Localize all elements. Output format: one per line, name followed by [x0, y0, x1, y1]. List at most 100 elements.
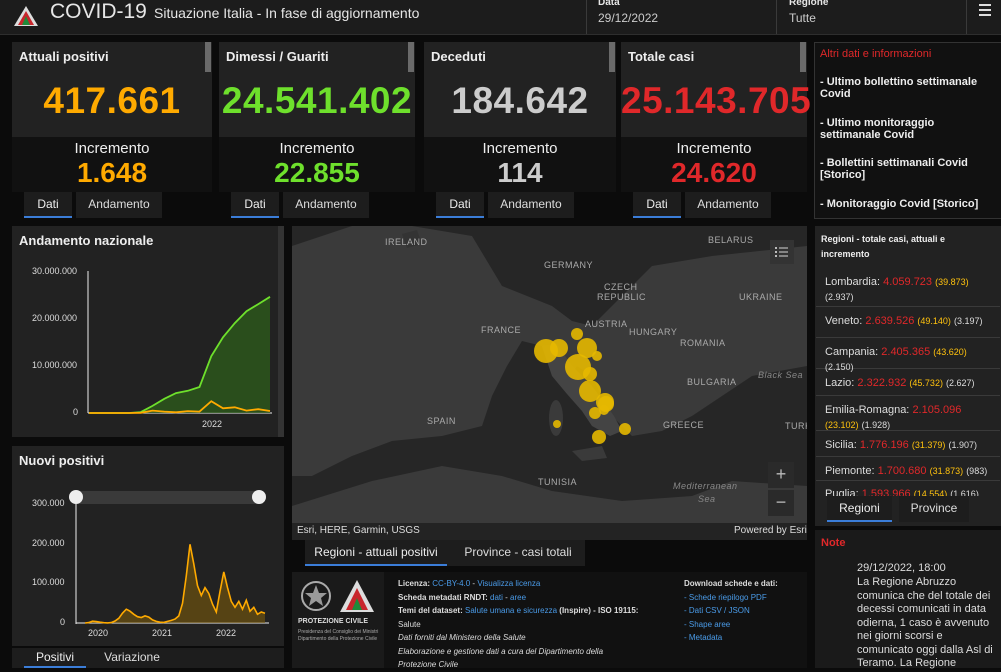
region-bubble: [583, 367, 597, 381]
andamento-panel: Andamento nazionale 30.000.000 20.000.00…: [12, 226, 284, 437]
tab-dati[interactable]: Dati: [633, 192, 681, 218]
tab-positivi[interactable]: Positivi: [24, 648, 86, 668]
series-area: [89, 296, 270, 413]
region-increment: (2.627): [946, 378, 975, 388]
region-total: 2.639.526: [865, 315, 915, 327]
map-label: BELARUS: [708, 235, 754, 245]
map-label: GREECE: [663, 420, 705, 430]
footer: PROTEZIONE CIVILE Presidenza del Consigl…: [292, 572, 807, 669]
tab-province-casi-totali[interactable]: Province - casi totali: [453, 540, 583, 566]
tab-andamento[interactable]: Andamento: [685, 192, 771, 218]
link-ultimo-monitoraggio[interactable]: - Ultimo monitoraggio settimanale Covid: [820, 117, 935, 141]
app-title: COVID-19: [50, 0, 147, 23]
range-handle-left[interactable]: [69, 490, 83, 504]
temi-link[interactable]: Salute umana e sicurezza: [465, 606, 558, 615]
shape-aree-link[interactable]: - Shape aree: [684, 619, 731, 629]
rndt-dati-link[interactable]: dati: [490, 592, 503, 602]
rndt-aree-link[interactable]: aree: [510, 592, 527, 602]
region-name: Emilia-Romagna:: [825, 404, 910, 416]
region-name: Sicilia:: [825, 439, 857, 451]
map-label: ROMANIA: [680, 338, 726, 348]
y-tick: 200.000: [32, 538, 65, 548]
range-slider[interactable]: [77, 491, 263, 504]
map-label: GERMANY: [544, 260, 594, 270]
region-row[interactable]: Lazio: 2.322.932 (45.732) (2.627): [816, 369, 1000, 396]
date-value[interactable]: 29/12/2022: [598, 11, 659, 25]
tab-province[interactable]: Province: [899, 496, 969, 522]
schede-pdf-link[interactable]: - Schede riepilogo PDF: [684, 592, 767, 602]
note-title: Note: [821, 537, 846, 549]
region-name: Lombardia:: [825, 276, 881, 288]
region-bubble: [579, 380, 601, 402]
region-name: Veneto:: [825, 315, 863, 327]
map-attribution-bar: Esri, HERE, Garmin, USGS Powered by Esri: [292, 523, 807, 540]
footer-meta: Licenza: CC-BY-4.0 - Visualizza licenza …: [398, 579, 639, 669]
top-bar: COVID-19 Situazione Italia - In fase di …: [0, 0, 1001, 35]
x-tick: 2020: [88, 628, 109, 638]
emblem-icon: [301, 581, 331, 611]
tab-regioni[interactable]: Regioni: [827, 496, 892, 522]
region-select[interactable]: Tutte: [789, 11, 816, 25]
map-label: Black Sea: [758, 370, 804, 380]
kpi-increment-value: 22.855: [274, 157, 360, 188]
region-current: (14.554): [913, 489, 948, 499]
license-link[interactable]: CC-BY-4.0: [432, 579, 471, 588]
protezione-civile-logo-icon: [14, 6, 38, 26]
tab-dati[interactable]: Dati: [436, 192, 484, 218]
region-current: (31.873): [929, 466, 964, 476]
x-tick: 2021: [152, 628, 173, 638]
map-view[interactable]: IRELAND GERMANY BELARUS CZECH REPUBLIC U…: [292, 226, 807, 540]
kpi-increment-value: 114: [497, 157, 543, 188]
tab-andamento[interactable]: Andamento: [76, 192, 162, 218]
note-text: La Regione Abruzzo comunica che del tota…: [857, 576, 993, 669]
tab-regioni-attuali-positivi[interactable]: Regioni - attuali positivi: [305, 540, 447, 566]
nuovi-tabs: Positivi Variazione: [12, 648, 284, 668]
region-row[interactable]: Emilia-Romagna: 2.105.096 (23.102) (1.92…: [816, 396, 1000, 431]
nuovi-chart: [75, 504, 269, 624]
zoom-out-button[interactable]: −: [768, 490, 794, 516]
app-subtitle: Situazione Italia - In fase di aggiornam…: [154, 5, 420, 21]
kpi-title: Dimessi / Guariti: [226, 49, 329, 64]
region-row[interactable]: Piemonte: 1.700.680 (31.873) (983): [816, 457, 1000, 481]
note-panel: Note 29/12/2022, 18:00 La Regione Abruzz…: [815, 530, 1001, 669]
kpi-title: Attuali positivi: [19, 49, 109, 64]
kpi-panel: Dimessi / Guariti 24.541.402 Incremento …: [219, 42, 415, 192]
region-name: Campania:: [825, 346, 879, 358]
region-increment: (2.937): [825, 292, 854, 302]
region-bubble: [592, 351, 602, 361]
protezione-triangle-icon: [340, 580, 374, 612]
region-row[interactable]: Veneto: 2.639.526 (49.140) (3.197): [816, 307, 1000, 338]
region-row[interactable]: Sicilia: 1.776.196 (31.379) (1.907): [816, 431, 1000, 457]
visualizza-licenza-link[interactable]: Visualizza licenza: [477, 579, 541, 588]
region-bubble: [592, 430, 606, 444]
andamento-title: Andamento nazionale: [19, 233, 154, 248]
nuovi-title: Nuovi positivi: [19, 453, 105, 468]
link-monitoraggio-storico[interactable]: - Monitoraggio Covid [Storico]: [820, 198, 979, 210]
tab-dati[interactable]: Dati: [24, 192, 72, 218]
metadata-link[interactable]: - Metadata: [684, 633, 723, 642]
region-current: (31.379): [911, 440, 946, 450]
series-line: [89, 400, 271, 414]
logo-text: PROTEZIONE CIVILE: [298, 618, 369, 625]
region-row[interactable]: Lombardia: 4.059.723 (39.873) (2.937): [816, 268, 1000, 307]
zoom-in-button[interactable]: +: [768, 462, 794, 488]
y-tick: 30.000.000: [32, 266, 78, 276]
menu-icon[interactable]: [968, 0, 1001, 34]
powered-by-esri[interactable]: Powered by Esri: [734, 525, 807, 536]
region-bubble: [589, 407, 601, 419]
link-bollettini-storico[interactable]: - Bollettini settimanali Covid [Storico]: [820, 157, 968, 181]
range-handle-right[interactable]: [252, 490, 266, 504]
tab-dati[interactable]: Dati: [231, 192, 279, 218]
region-row[interactable]: Campania: 2.405.365 (43.620) (2.150): [816, 338, 1000, 372]
tab-andamento[interactable]: Andamento: [283, 192, 369, 218]
map-label: AUSTRIA: [585, 319, 628, 329]
series-area: [85, 544, 265, 623]
region-total: 4.059.723: [883, 276, 933, 288]
dati-csv-json-link[interactable]: - Dati CSV / JSON: [684, 606, 750, 615]
region-bubble: [553, 420, 561, 428]
link-ultimo-bollettino[interactable]: - Ultimo bollettino settimanale Covid: [820, 76, 978, 100]
tab-variazione[interactable]: Variazione: [90, 648, 174, 668]
tab-andamento[interactable]: Andamento: [488, 192, 574, 218]
legend-list-icon[interactable]: [770, 240, 794, 264]
region-bubble: [619, 423, 631, 435]
